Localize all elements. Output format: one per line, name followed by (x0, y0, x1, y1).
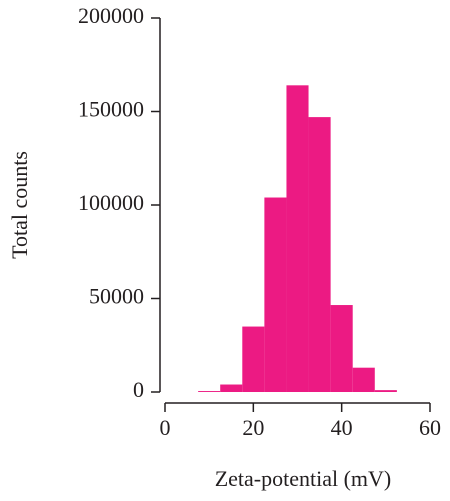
x-tick-label: 0 (160, 415, 171, 440)
y-axis-label: Total counts (7, 151, 32, 259)
bar (242, 326, 265, 392)
y-tick-label: 200000 (78, 3, 144, 28)
bar (308, 117, 331, 393)
y-tick-label: 150000 (78, 97, 144, 122)
x-tick-label: 60 (419, 415, 441, 440)
x-tick-label: 20 (242, 415, 264, 440)
bar (198, 391, 221, 392)
x-axis-label: Zeta-potential (mV) (215, 466, 392, 491)
bar (264, 197, 287, 392)
bar (220, 384, 243, 392)
bar (374, 390, 397, 392)
bar (352, 367, 375, 392)
x-tick-label: 40 (331, 415, 353, 440)
y-tick-label: 50000 (89, 284, 144, 309)
y-tick-label: 100000 (78, 190, 144, 215)
bar (330, 305, 353, 392)
y-tick-label: 0 (133, 377, 144, 402)
bar (286, 85, 309, 392)
